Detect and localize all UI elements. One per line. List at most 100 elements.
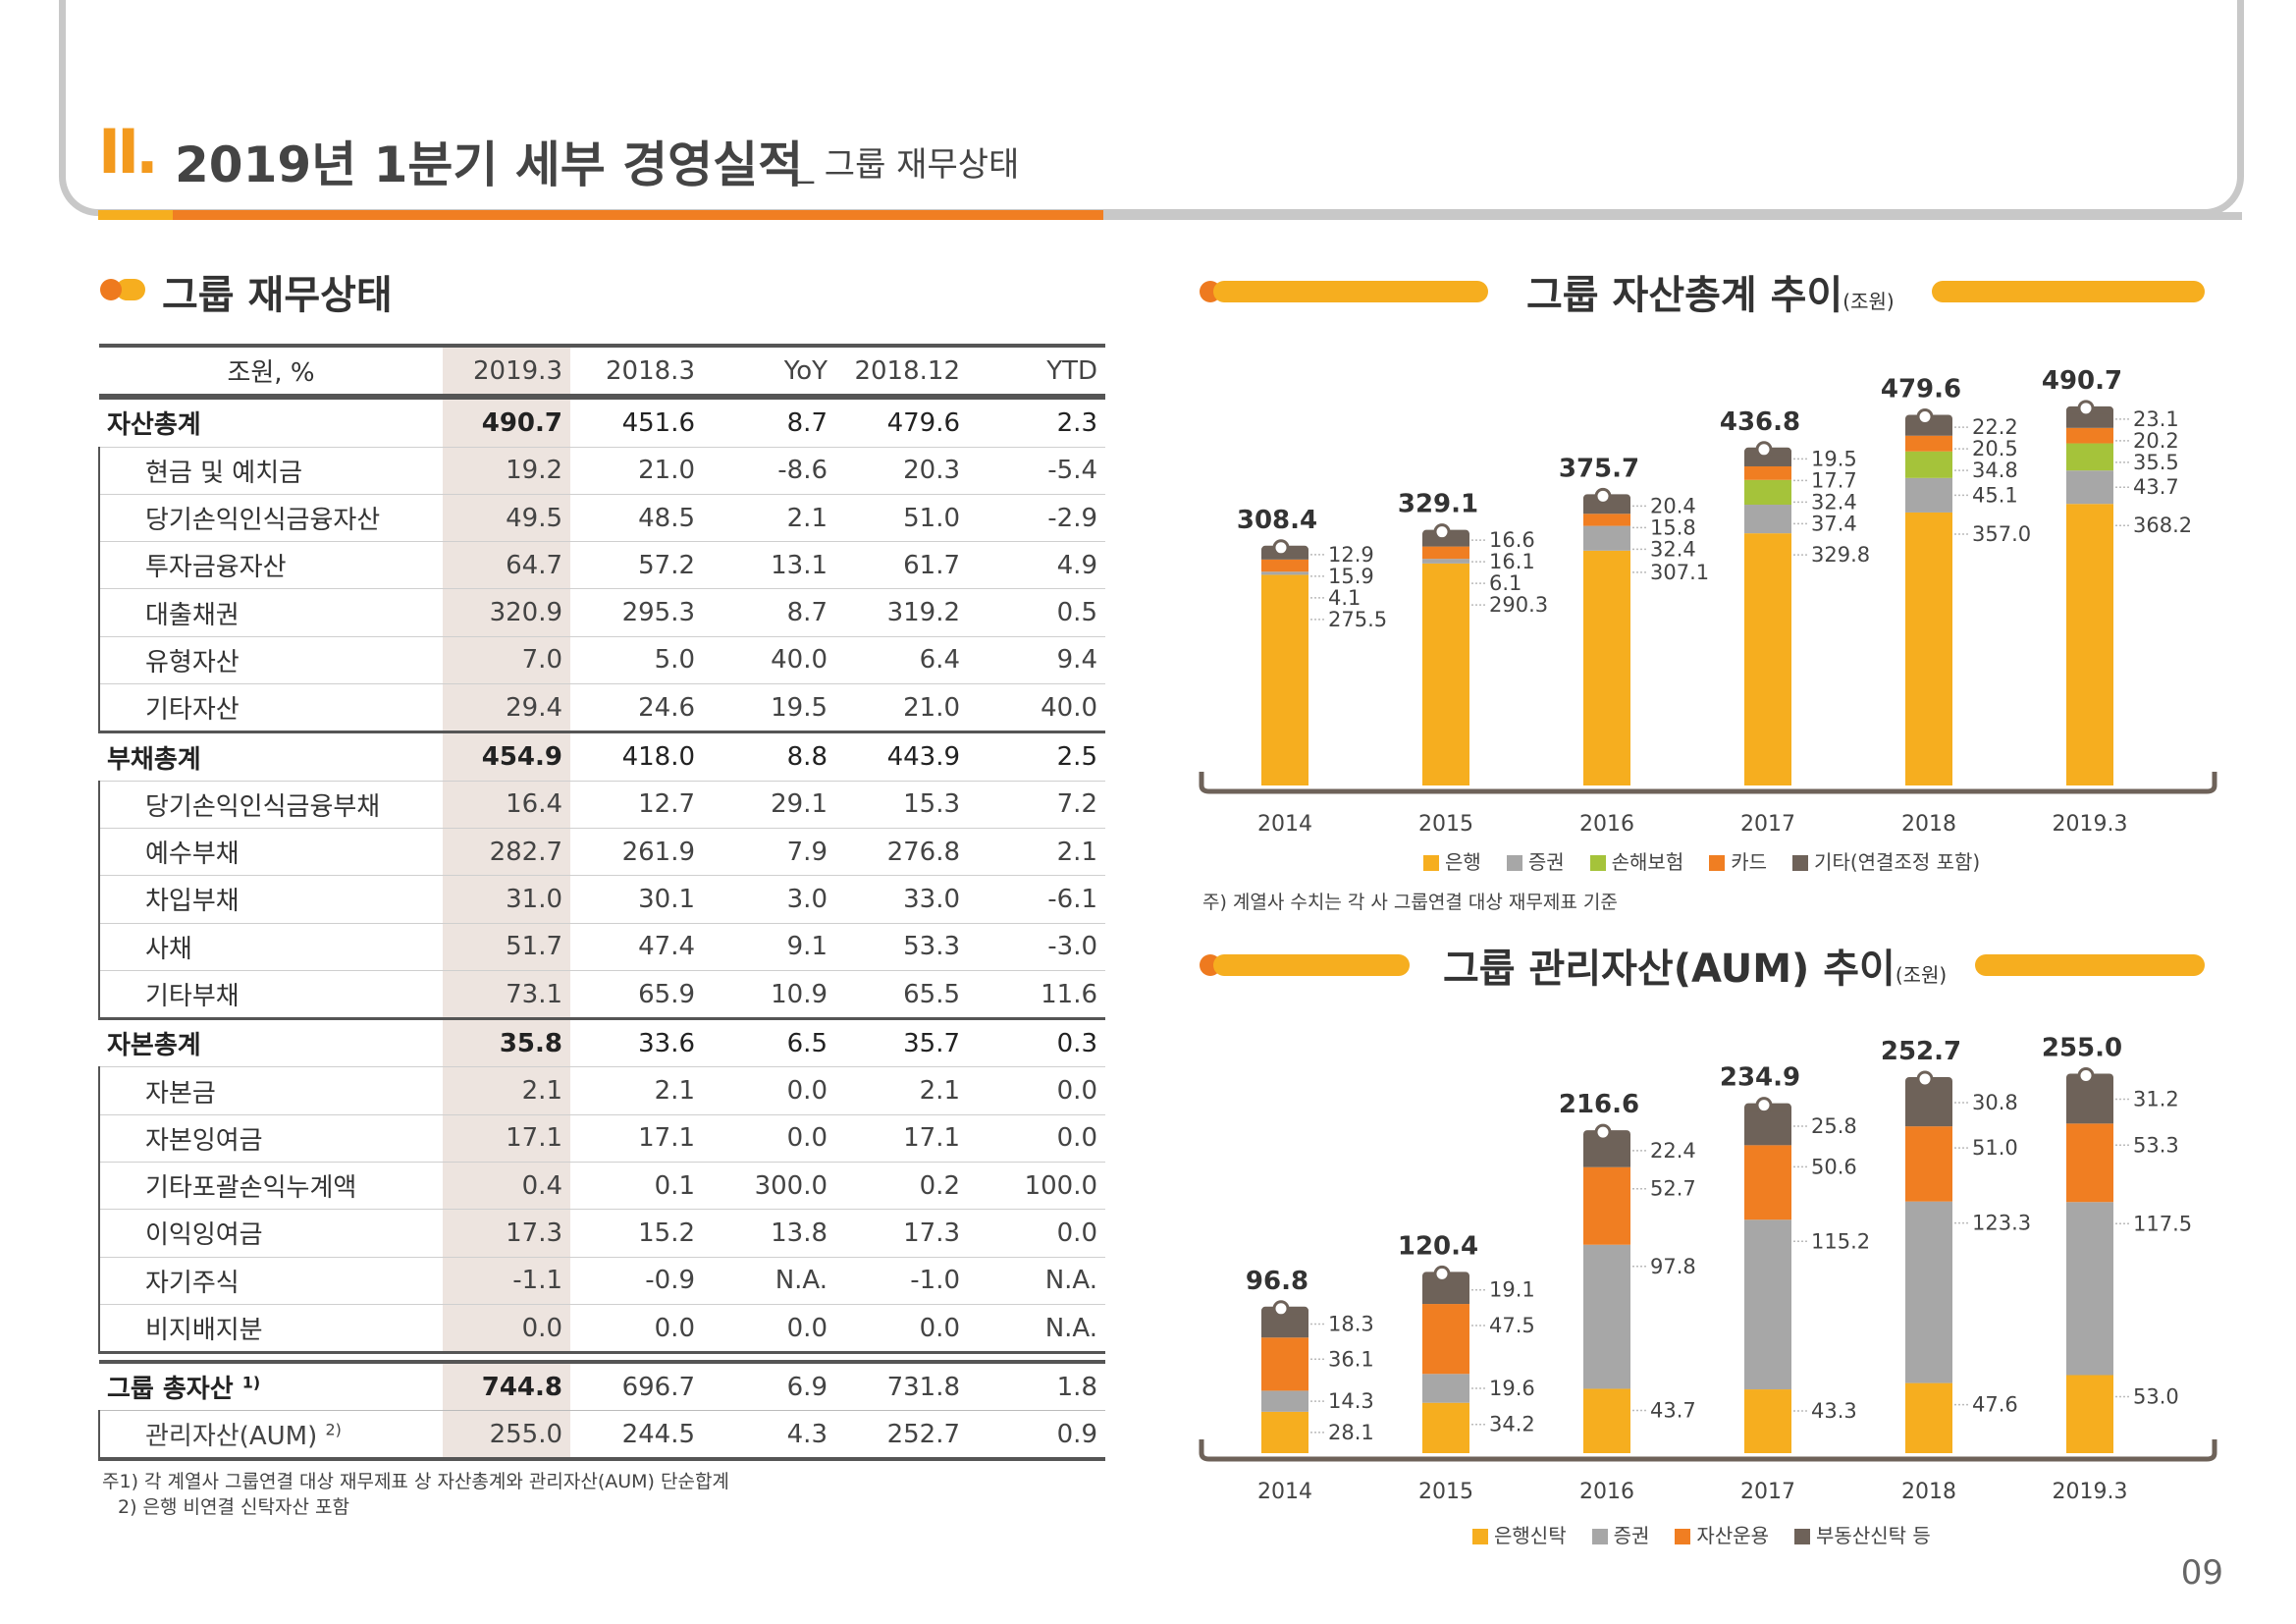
page-title: 2019년 1분기 세부 경영실적: [175, 136, 804, 193]
cell: 443.9: [835, 731, 968, 782]
chart-data-label: 53.3: [2133, 1133, 2179, 1157]
chart-bar-ring: [1594, 1123, 1612, 1141]
chart-data-label: 12.9: [1328, 543, 1374, 567]
chart2-title-bar-left: [1213, 954, 1410, 976]
chart-data-label: 4.1: [1328, 586, 1361, 610]
cell: 282.7: [443, 827, 570, 876]
chart-total-label: 479.6: [1881, 374, 1961, 404]
cell: 0.1: [570, 1162, 703, 1210]
header-bar-orange: [173, 210, 1103, 220]
cell: 49.5: [443, 493, 570, 542]
table-header-row: 조원, % 2019.3 2018.3 YoY 2018.12 YTD: [99, 343, 1105, 401]
chart-total-label: 234.9: [1720, 1063, 1800, 1093]
chart-total-label: 436.8: [1720, 407, 1800, 437]
cell: 300.0: [703, 1162, 835, 1210]
chart-bar-ring: [2077, 1067, 2095, 1084]
cell: 64.7: [443, 541, 570, 589]
chart-bar-segment: [1261, 574, 1308, 785]
column-header: 2018.3: [570, 343, 703, 401]
chart-data-label: 53.0: [2133, 1385, 2179, 1409]
chart-bar-ring: [1755, 441, 1773, 459]
aum-chart: 96.8 2014 18.3 36.1 14.3 28.1 120.4 2015 19.1 47.…: [1199, 1034, 2217, 1504]
chart-data-label: 34.2: [1489, 1413, 1535, 1436]
table-row: 기타자산 29.4 24.6 19.5 21.0 40.0: [98, 683, 1105, 732]
cell: 731.8: [835, 1360, 968, 1411]
legend-swatch: [1506, 855, 1522, 871]
legend-item: 은행: [1423, 846, 1481, 875]
cell: 295.3: [570, 588, 703, 637]
row-label: 관리자산(AUM) 2): [98, 1410, 443, 1461]
cell: 0.0: [570, 1303, 703, 1355]
cell: 61.7: [835, 541, 968, 589]
chart-data-label: 115.2: [1811, 1229, 1870, 1253]
chart-bar-segment: [1744, 1219, 1791, 1390]
chart-data-label: 16.6: [1489, 528, 1535, 552]
chart2-title: 그룹 관리자산(AUM) 추이(조원): [1443, 947, 1948, 992]
cell: 8.7: [703, 588, 835, 637]
row-label: 이익잉여금: [98, 1209, 443, 1258]
cell: 2.3: [968, 395, 1105, 448]
chart-bar-segment: [1583, 525, 1630, 551]
cell: 0.9: [968, 1410, 1105, 1461]
table-row: 현금 및 예치금 19.2 21.0 -8.6 20.3 -5.4: [98, 446, 1105, 495]
cell: 8.7: [703, 395, 835, 448]
chart-category-label: 2017: [1740, 1480, 1795, 1504]
chart-data-label: 25.8: [1811, 1114, 1857, 1138]
chart-bar-ring: [1272, 1300, 1290, 1318]
chart-bar-segment: [1422, 1304, 1469, 1375]
chart-bar-segment: [1261, 1337, 1308, 1391]
chart2-legend: 은행신탁 증권 자산운용 부동산신탁 등: [1472, 1520, 1931, 1548]
cell: 7.2: [968, 780, 1105, 829]
chart-data-label: 14.3: [1328, 1389, 1374, 1413]
row-label: 비지배지분: [98, 1303, 443, 1355]
table-row: 자본금 2.1 2.1 0.0 2.1 0.0: [98, 1066, 1105, 1115]
cell: 2.1: [835, 1066, 968, 1115]
cell: 451.6: [570, 395, 703, 448]
page-subtitle: _ 그룹 재무상태: [797, 145, 1020, 185]
row-label: 기타부채: [98, 969, 443, 1019]
chart-data-label: 36.1: [1328, 1347, 1374, 1371]
chart-data-label: 47.6: [1972, 1393, 2018, 1417]
table-row: 유형자산 7.0 5.0 40.0 6.4 9.4: [98, 635, 1105, 684]
cell: -5.4: [968, 446, 1105, 495]
legend-item: 카드: [1709, 846, 1767, 875]
chart1-title: 그룹 자산총계 추이(조원): [1526, 273, 1895, 318]
cell: 1.8: [968, 1360, 1105, 1411]
cell: 6.5: [703, 1017, 835, 1067]
totals-table: 그룹 총자산 1) 744.8 696.7 6.9 731.8 1.8 관리자산…: [98, 1360, 1105, 1461]
chart-data-label: 123.3: [1972, 1212, 2031, 1235]
cell: 35.7: [835, 1017, 968, 1067]
chart-bar-segment: [2066, 1123, 2113, 1203]
chart-data-label: 51.0: [1972, 1136, 2018, 1160]
table-row: 부채총계 454.9 418.0 8.8 443.9 2.5: [99, 731, 1105, 782]
page-number: 09: [2180, 1553, 2223, 1593]
row-label: 기타자산: [98, 683, 443, 732]
cell: 40.0: [968, 683, 1105, 732]
chart-bar-segment: [1422, 563, 1469, 785]
table-row: 기타부채 73.1 65.9 10.9 65.5 11.6: [98, 969, 1105, 1019]
table-row: 자산총계 490.7 451.6 8.7 479.6 2.3: [99, 395, 1105, 448]
cell: 100.0: [968, 1162, 1105, 1210]
cell: 7.0: [443, 635, 570, 684]
legend-swatch: [1472, 1529, 1488, 1544]
cell: 29.4: [443, 683, 570, 732]
chart-bar-ring: [2077, 400, 2095, 417]
cell: -6.1: [968, 875, 1105, 924]
cell: 0.0: [968, 1066, 1105, 1115]
section-title: 그룹 재무상태: [162, 273, 393, 318]
table-row: 자본잉여금 17.1 17.1 0.0 17.1 0.0: [98, 1113, 1105, 1163]
cell: 0.4: [443, 1162, 570, 1210]
cell: 6.9: [703, 1360, 835, 1411]
row-label: 차입부채: [98, 875, 443, 924]
cell: 17.1: [835, 1113, 968, 1163]
cell: 57.2: [570, 541, 703, 589]
chart-category-label: 2019.3: [2053, 812, 2128, 837]
footnote: 주1) 각 계열사 그룹연결 대상 재무제표 상 자산총계와 관리자산(AUM)…: [102, 1471, 729, 1492]
cell: 744.8: [443, 1360, 570, 1411]
chart-data-label: 19.1: [1489, 1278, 1535, 1302]
chart-data-label: 35.5: [2133, 451, 2179, 474]
cell: 19.2: [443, 446, 570, 495]
chart-data-label: 30.8: [1972, 1091, 2018, 1114]
chart-bar-segment: [1583, 1134, 1630, 1167]
chart-data-label: 22.4: [1650, 1139, 1696, 1163]
